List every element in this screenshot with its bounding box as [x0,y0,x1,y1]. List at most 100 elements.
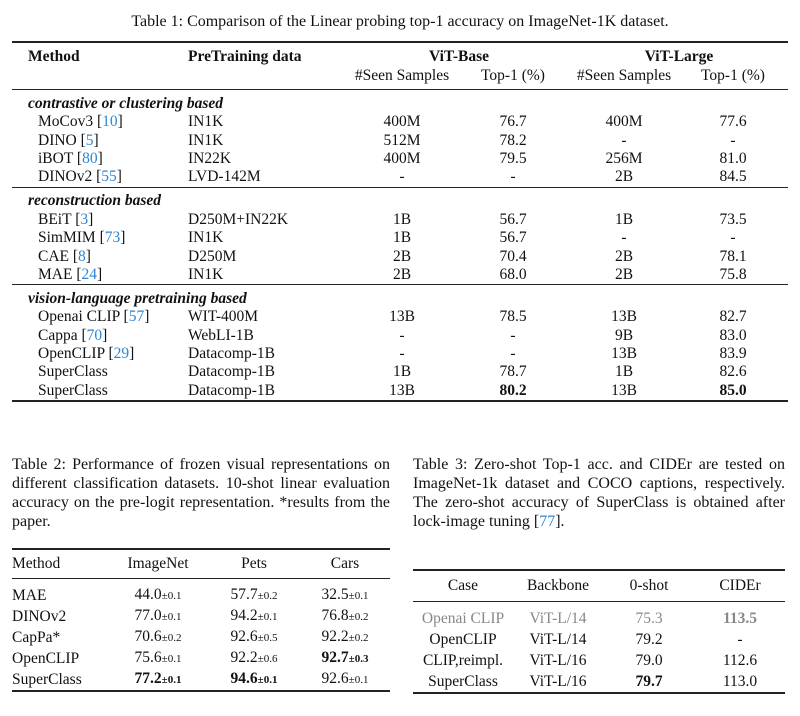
value: 2B [392,265,412,283]
value-cell: 44.0±0.1 [108,579,208,607]
value: 2B [614,265,634,283]
citation-link[interactable]: 29 [113,345,130,363]
method-cell: Cappa [70] [38,326,108,344]
value: ViT-L/16 [529,651,587,669]
table1: Method PreTraining data ViT-Base ViT-Lar… [12,41,788,403]
value-cell: 1B [348,363,456,381]
std-value: 0.1 [167,590,182,602]
pretraining-data-cell: IN1K [188,265,224,283]
table2: Method ImageNet Pets Cars MAE 44.0±0.1 57.7±0… [12,548,390,692]
value: 82.7 [719,308,747,326]
method-name: Cappa [38,326,78,344]
value: 2B [614,247,634,265]
value-cell: - [456,168,570,187]
std-dev: ±0.1 [161,674,182,686]
group-header: vision-language pretraining based [12,284,788,309]
method-name: SuperClass [38,363,108,381]
value-cell: 400M [570,113,678,131]
value: 81.0 [719,149,747,167]
value-cell: - [695,629,785,650]
value: 84.5 [719,168,747,186]
value: 44.0 [134,586,162,603]
citation-link[interactable]: 5 [85,131,94,149]
value: - [399,168,405,186]
citation-link[interactable]: 24 [81,265,98,283]
method-name: DINO [38,131,77,149]
header-vit-large: ViT-Large [644,48,714,65]
table-row: SuperClass Datacomp-1B 13B 80.2 13B 85.0 [12,382,788,401]
value-cell: 78.2 [456,131,570,149]
value-cell: ViT-L/14 [513,629,603,650]
value: 78.2 [499,131,527,149]
value: 83.0 [719,326,747,344]
method-name: CAE [38,247,69,265]
value-cell: 92.2±0.2 [300,627,390,648]
value: 77.0 [134,607,162,624]
pretraining-data-cell: D250M [188,247,237,265]
value-cell: 77.2±0.1 [108,669,208,691]
value-cell: ViT-L/16 [513,671,603,693]
value: 57.7 [230,586,258,603]
pretraining-data-cell: IN1K [188,113,224,131]
value-cell: 82.6 [678,363,788,381]
value: 1B [392,210,412,228]
value: OpenCLIP [429,630,497,648]
value-cell: ViT-L/16 [513,650,603,671]
value: 92.7 [321,649,349,666]
table-row: MoCov3 [10] IN1K 400M 76.7 400M 77.6 [12,113,788,131]
value: 85.0 [719,381,747,399]
group-header: reconstruction based [12,186,788,211]
table-row: SimMIM [73] IN1K 1B 56.7 - - [12,229,788,247]
citation-link[interactable]: 77 [539,513,556,530]
value: - [510,345,516,363]
method-cell: DINOv2 [12,607,67,625]
table-row: iBOT [80] IN22K 400M 79.5 256M 81.0 [12,150,788,168]
table3-caption-text: Table 3: Zero-shot Top-1 acc. and CIDEr … [413,456,785,530]
value-cell: 56.7 [456,229,570,247]
table-row: OpenCLIP ViT-L/14 79.2 - [413,629,785,650]
value: 94.6 [230,670,258,687]
value: 73.5 [719,210,747,228]
table-row: SuperClass Datacomp-1B 1B 78.7 1B 82.6 [12,363,788,381]
value-cell: 70.6±0.2 [108,627,208,648]
header-large-seen: #Seen Samples [570,67,678,90]
citation-link[interactable]: 70 [86,326,103,344]
method-cell: OpenCLIP [29] [38,345,135,363]
std-dev: ±0.5 [257,632,278,644]
std-dev: ±0.1 [257,611,278,623]
method-name: Openai CLIP [38,308,120,326]
std-value: 0.2 [354,632,369,644]
citation-link[interactable]: 3 [80,210,89,228]
std-value: 0.5 [263,632,278,644]
citation-link[interactable]: 80 [82,149,98,167]
value: 13B [611,345,637,363]
value: 1B [392,229,412,247]
table-row: Openai CLIP ViT-L/14 75.3 113.5 [413,602,785,630]
value: 400M [605,113,643,131]
std-value: 0.2 [167,632,182,644]
citation-link[interactable]: 57 [128,308,145,326]
value-cell: ViT-L/14 [513,602,603,630]
value: - [399,345,405,363]
citation-link[interactable]: 8 [78,247,86,265]
value-cell: 85.0 [678,382,788,401]
std-value: 0.2 [263,590,278,602]
column-header: Cars [300,549,390,579]
method-cell: OpenCLIP [12,649,80,667]
value: 77.2 [134,670,162,687]
header-method: Method [28,48,80,65]
value-cell: 13B [348,382,456,401]
value-cell: 92.6±0.5 [208,627,300,648]
citation-link[interactable]: 73 [104,229,121,247]
value: 2B [614,168,634,186]
citation-link[interactable]: 10 [102,113,118,131]
value: 2B [392,247,412,265]
method-name: DINOv2 [38,168,93,186]
std-value: 0.1 [263,674,278,686]
value: 94.2 [230,607,258,624]
value: ViT-L/16 [529,672,587,690]
method-cell: SuperClass [12,363,188,381]
citation-link[interactable]: 55 [101,168,117,186]
value-cell: - [456,327,570,345]
value: 1B [614,363,634,381]
